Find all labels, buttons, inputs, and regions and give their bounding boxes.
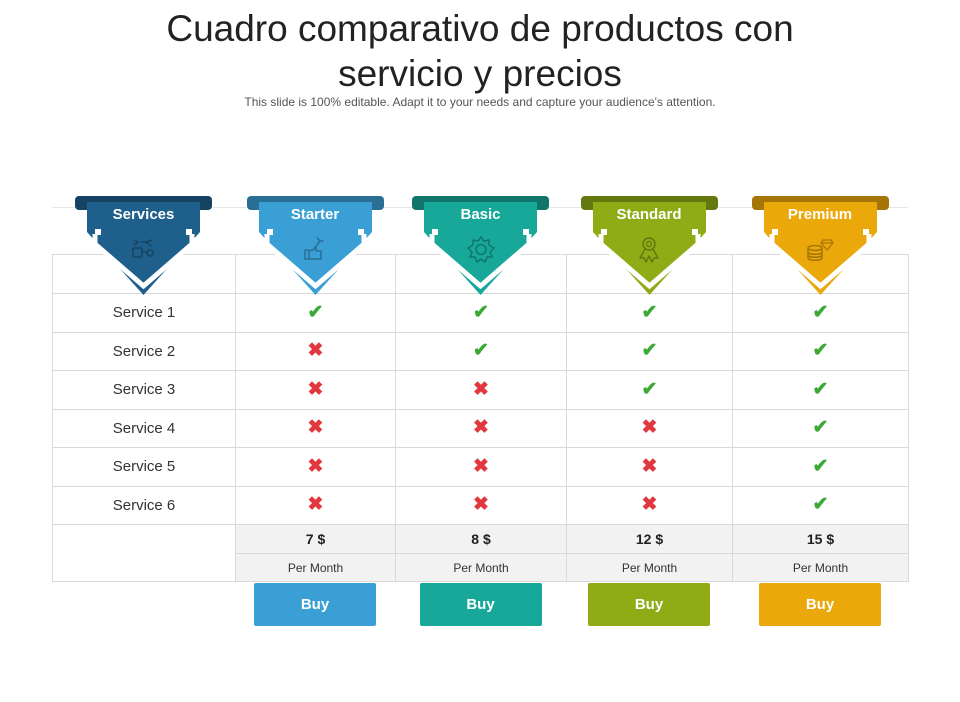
- check-icon: ✔: [641, 340, 658, 362]
- service-cell: ✖: [566, 485, 733, 525]
- check-icon: ✔: [812, 378, 829, 400]
- plan-price: 15 $: [732, 524, 909, 554]
- service-cell: ✔: [566, 293, 733, 333]
- badge-basic: Basic: [412, 196, 549, 296]
- badge-services: Services: [75, 196, 212, 296]
- plan-price: 7 $: [235, 524, 396, 554]
- cross-icon: ✖: [307, 340, 324, 362]
- badge-label: Services: [112, 206, 175, 223]
- cross-icon: ✖: [307, 378, 324, 400]
- service-row: Service 2 ✖ ✔ ✔ ✔: [52, 331, 909, 371]
- service-cell: ✖: [235, 408, 396, 448]
- badge-shape: [751, 196, 889, 295]
- price-row: 7 $8 $12 $15 $: [52, 524, 909, 582]
- service-cell: ✖: [395, 370, 567, 410]
- badge-premium: Premium: [751, 196, 889, 296]
- service-cell: ✖: [235, 370, 396, 410]
- service-name: Service 2: [52, 331, 236, 371]
- service-name: Service 3: [52, 370, 236, 410]
- service-cell: ✔: [395, 293, 567, 333]
- service-name: Service 4: [52, 408, 236, 448]
- service-cell: ✖: [235, 331, 396, 371]
- check-icon: ✔: [812, 301, 829, 323]
- badge-label: Standard: [616, 206, 682, 223]
- service-cell: ✖: [235, 447, 396, 487]
- buy-button-premium[interactable]: Buy: [759, 583, 881, 626]
- service-row: Service 6 ✖ ✖ ✖ ✔: [52, 485, 909, 525]
- plan-price: 8 $: [395, 524, 567, 554]
- tools-icon: [130, 236, 158, 269]
- service-cell: ✔: [732, 293, 909, 333]
- cross-icon: ✖: [641, 417, 658, 439]
- plan-period: Per Month: [732, 553, 909, 582]
- gear-badge-icon: [466, 236, 495, 269]
- cross-icon: ✖: [473, 417, 489, 439]
- check-icon: ✔: [812, 417, 829, 439]
- award-ribbon-icon: [635, 236, 663, 269]
- check-icon: ✔: [641, 378, 658, 400]
- service-row: Service 1 ✔ ✔ ✔ ✔: [52, 293, 909, 333]
- check-icon: ✔: [473, 301, 489, 323]
- plan-period: Per Month: [235, 553, 396, 582]
- service-cell: ✔: [566, 370, 733, 410]
- service-cell: ✔: [566, 331, 733, 371]
- badge-shape: [412, 196, 549, 295]
- badge-shape: [580, 196, 718, 295]
- buy-button-basic[interactable]: Buy: [419, 583, 542, 626]
- service-row: Service 5 ✖ ✖ ✖ ✔: [52, 447, 909, 487]
- title-line-1: Cuadro comparativo de productos con: [166, 8, 794, 49]
- service-cell: ✔: [732, 370, 909, 410]
- badge-label: Basic: [460, 206, 501, 223]
- service-cell: ✔: [395, 331, 567, 371]
- service-cell: ✖: [566, 447, 733, 487]
- service-cell: ✔: [732, 408, 909, 448]
- buy-button-standard[interactable]: Buy: [588, 583, 710, 626]
- cross-icon: ✖: [307, 455, 324, 477]
- check-icon: ✔: [641, 301, 658, 323]
- thumbs-up-wrench-icon: [301, 236, 329, 269]
- coins-diamond-icon: [806, 236, 834, 269]
- plan-price: 12 $: [566, 524, 733, 554]
- badge-label: Starter: [290, 206, 340, 223]
- plan-period: Per Month: [395, 553, 567, 582]
- title-line-2: servicio y precios: [338, 53, 622, 94]
- check-icon: ✔: [307, 301, 324, 323]
- cross-icon: ✖: [641, 455, 658, 477]
- check-icon: ✔: [473, 340, 489, 362]
- service-name: Service 6: [52, 485, 236, 525]
- service-row: Service 4 ✖ ✖ ✖ ✔: [52, 408, 909, 448]
- service-cell: ✖: [395, 408, 567, 448]
- service-cell: ✔: [732, 331, 909, 371]
- check-icon: ✔: [812, 494, 829, 516]
- badge-starter: Starter: [246, 196, 384, 296]
- check-icon: ✔: [812, 455, 829, 477]
- cross-icon: ✖: [307, 417, 324, 439]
- service-cell: ✖: [395, 485, 567, 525]
- cross-icon: ✖: [473, 455, 489, 477]
- service-cell: ✖: [235, 485, 396, 525]
- cross-icon: ✖: [307, 494, 324, 516]
- cross-icon: ✖: [641, 494, 658, 516]
- service-cell: ✔: [732, 447, 909, 487]
- badge-label: Premium: [787, 206, 853, 223]
- comparison-table: Service 1 ✔ ✔ ✔ ✔ Service 2 ✖ ✔ ✔ ✔ Service 3 ✖ ✖ ✔ ✔ S…: [52, 254, 909, 582]
- service-cell: ✔: [732, 485, 909, 525]
- cross-icon: ✖: [473, 494, 489, 516]
- cross-icon: ✖: [473, 378, 489, 400]
- badge-shape: [75, 196, 212, 295]
- check-icon: ✔: [812, 340, 829, 362]
- service-name: Service 1: [52, 293, 236, 333]
- service-cell: ✔: [235, 293, 396, 333]
- service-name: Service 5: [52, 447, 236, 487]
- slide-title: Cuadro comparativo de productos con serv…: [0, 6, 960, 96]
- plan-period: Per Month: [566, 553, 733, 582]
- period-row: Per Month Per Month Per Month Per Month: [53, 553, 909, 582]
- badge-standard: Standard: [580, 196, 718, 296]
- service-cell: ✖: [395, 447, 567, 487]
- service-cell: ✖: [566, 408, 733, 448]
- slide-subtitle: This slide is 100% editable. Adapt it to…: [244, 95, 716, 109]
- buy-button-starter[interactable]: Buy: [254, 583, 376, 626]
- service-row: Service 3 ✖ ✖ ✔ ✔: [52, 370, 909, 410]
